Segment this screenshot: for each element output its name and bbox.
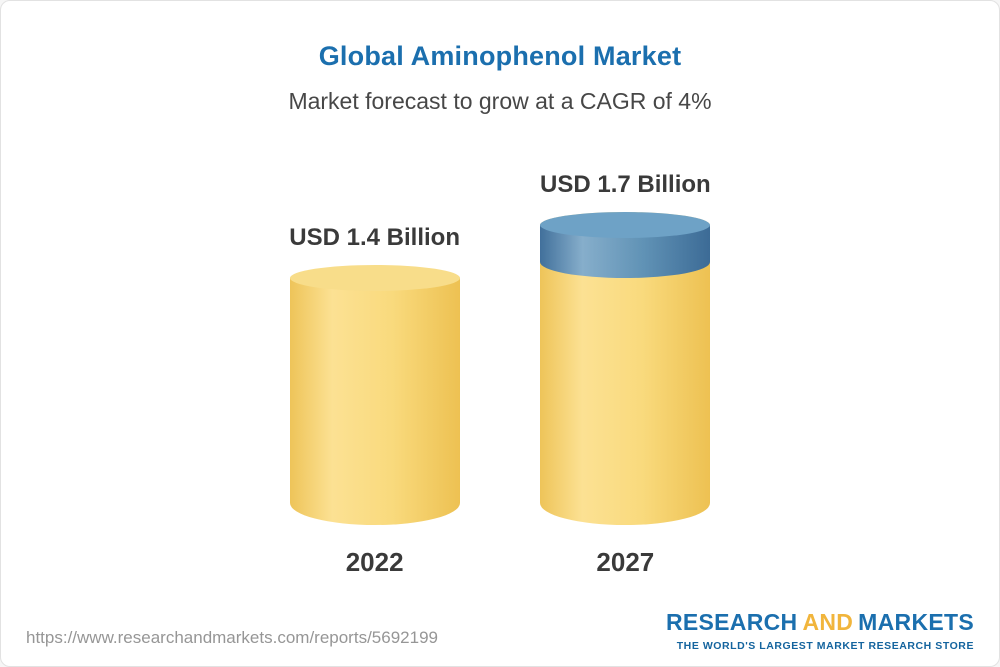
logo-markets: MARKETS (858, 609, 974, 635)
growth-segment-top-ellipse (540, 212, 711, 238)
logo-wordmark: RESEARCH AND MARKETS (666, 609, 974, 636)
report-url: https://www.researchandmarkets.com/repor… (26, 628, 438, 647)
bar-2027: USD 1.7 Billion 2027 (530, 171, 727, 578)
footer: https://www.researchandmarkets.com/repor… (26, 609, 974, 652)
chart-header: Global Aminophenol Market Market forecas… (1, 1, 999, 115)
growth-segment (540, 212, 711, 278)
value-label-2022: USD 1.4 Billion (289, 224, 460, 251)
logo-tagline: THE WORLD'S LARGEST MARKET RESEARCH STOR… (676, 640, 974, 652)
cylinder-top-ellipse-2022 (289, 265, 460, 291)
chart-subtitle: Market forecast to grow at a CAGR of 4% (288, 88, 712, 114)
year-label-2027: 2027 (596, 547, 655, 577)
value-label-2027: USD 1.7 Billion (540, 171, 711, 198)
logo: RESEARCH AND MARKETS THE WORLD'S LARGEST M… (666, 609, 974, 652)
logo-research: RESEARCH (665, 609, 798, 635)
chart-title: Global Aminophenol Market (318, 41, 682, 71)
logo-and: AND (802, 609, 854, 635)
year-label-2022: 2022 (345, 547, 404, 577)
bar-2022: USD 1.4 Billion 2022 (279, 224, 476, 578)
cylinder-2027 (530, 212, 727, 539)
chart-area: USD 1.4 Billion 2022 USD 1.7 Billion 202… (1, 171, 999, 578)
cylinder-2022 (279, 265, 476, 539)
